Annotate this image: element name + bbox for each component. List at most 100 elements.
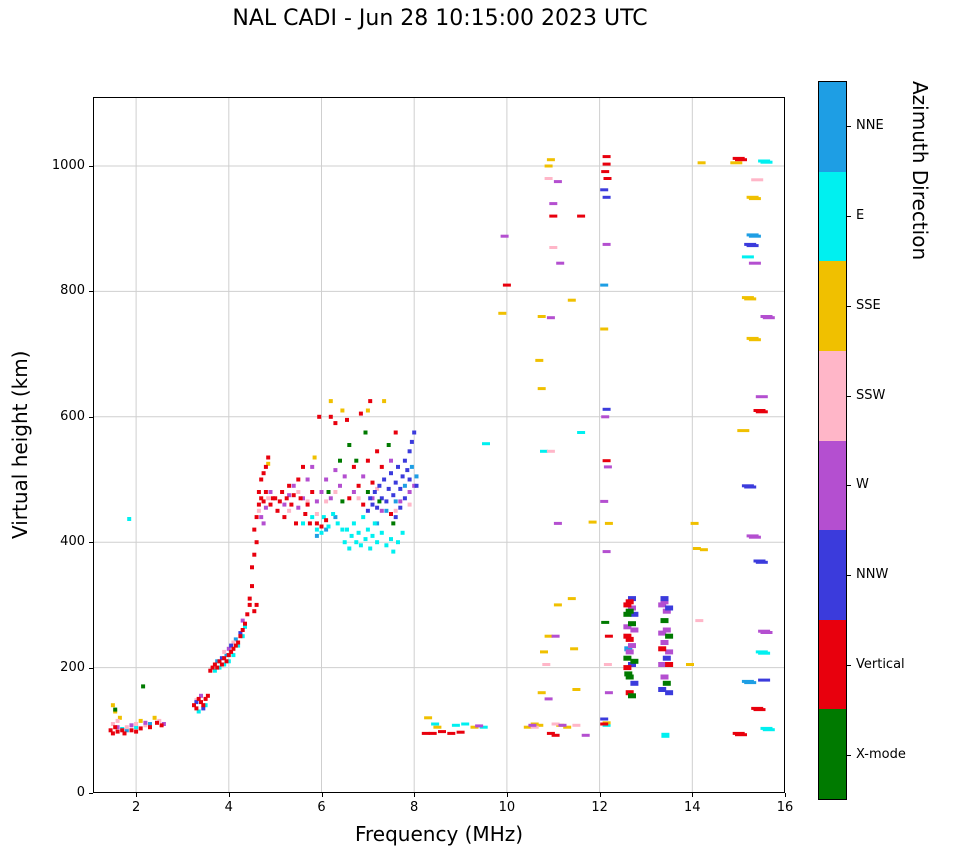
colorbar-segment-x-mode: [819, 709, 846, 799]
data-point-w: [581, 733, 590, 737]
data-point-ssw: [751, 178, 764, 182]
data-point-e: [134, 725, 139, 730]
data-point-sse: [523, 725, 532, 729]
colorbar-tick: [847, 305, 851, 307]
data-point-ssw: [407, 502, 412, 507]
data-point-vertical: [602, 162, 611, 166]
colorbar-label-vertical: Vertical: [856, 657, 905, 673]
data-point-w: [553, 521, 562, 525]
data-point-vertical: [129, 728, 134, 733]
y-tick-label: 0: [76, 785, 85, 800]
x-tick-mark: [599, 793, 601, 797]
data-point-vertical: [226, 653, 231, 658]
data-point-e: [400, 530, 405, 535]
data-point-vertical: [356, 483, 361, 488]
data-point-nnw: [755, 560, 768, 564]
data-point-sse: [424, 716, 433, 720]
data-point-nne: [600, 283, 609, 287]
data-point-w: [623, 624, 632, 630]
data-point-nnw: [602, 195, 611, 199]
data-point-vertical: [305, 502, 310, 507]
data-point-ssw: [157, 718, 162, 723]
data-point-w: [549, 202, 558, 206]
colorbar-segment-nne: [819, 82, 846, 172]
data-point-e: [661, 732, 670, 738]
data-point-nnw: [377, 483, 382, 488]
data-point-vertical: [370, 480, 375, 485]
data-point-sse: [365, 408, 370, 413]
data-point-nnw: [628, 662, 636, 667]
data-point-nne: [393, 499, 398, 504]
data-point-nnw: [398, 505, 403, 510]
data-point-nnw: [412, 430, 417, 435]
data-point-sse: [328, 399, 333, 404]
data-point-vertical: [289, 502, 294, 507]
data-point-sse: [498, 311, 507, 315]
data-point-vertical: [294, 521, 298, 526]
data-point-vertical: [502, 283, 511, 287]
data-point-nnw: [407, 477, 412, 482]
data-point-e: [361, 515, 366, 520]
data-point-x-mode: [665, 633, 674, 639]
data-point-sse: [697, 161, 706, 165]
plot-area: [93, 97, 785, 793]
data-point-x-mode: [625, 608, 634, 614]
data-point-x-mode: [630, 658, 639, 664]
data-point-ssw: [375, 486, 380, 491]
data-point-e: [222, 662, 227, 667]
data-point-vertical: [333, 421, 338, 426]
data-point-e: [240, 634, 245, 639]
data-point-e: [127, 517, 132, 521]
data-point-ssw: [143, 723, 148, 728]
data-point-vertical: [301, 464, 305, 469]
data-point-e: [226, 659, 231, 664]
data-point-w: [407, 490, 412, 494]
data-point-w: [296, 505, 301, 510]
data-point-nnw: [219, 656, 224, 661]
data-point-vertical: [113, 725, 118, 730]
data-point-w: [412, 483, 417, 488]
data-point-e: [577, 431, 586, 434]
data-point-vertical: [602, 459, 611, 463]
data-point-w: [601, 415, 610, 419]
data-point-vertical: [735, 733, 747, 737]
x-tick-label: 6: [317, 800, 326, 815]
data-point-nnw: [658, 687, 667, 692]
data-point-vertical: [233, 643, 238, 648]
data-point-vertical: [115, 729, 120, 734]
data-point-ssw: [530, 725, 539, 729]
data-point-ssw: [266, 496, 271, 501]
data-point-vertical: [603, 177, 612, 180]
data-point-w: [143, 720, 148, 725]
data-point-sse: [690, 521, 699, 525]
data-point-ssw: [549, 246, 558, 249]
data-point-ssw: [314, 512, 319, 516]
data-point-nne: [402, 483, 407, 488]
data-point-w: [199, 693, 203, 698]
data-point-e: [310, 515, 315, 520]
colorbar-tick: [847, 395, 851, 397]
data-point-vertical: [203, 696, 208, 701]
data-point-vertical: [273, 496, 278, 501]
data-point-x-mode: [354, 458, 359, 463]
colorbar-tick: [847, 665, 851, 667]
data-point-vertical: [287, 483, 292, 488]
data-point-vertical: [298, 496, 303, 501]
data-point-w: [351, 490, 356, 494]
x-tick-mark: [414, 793, 416, 797]
y-tick-mark: [89, 416, 93, 418]
data-point-e: [231, 653, 236, 658]
data-point-nnw: [746, 244, 759, 248]
data-point-vertical: [375, 449, 380, 454]
x-tick-label: 4: [224, 800, 233, 815]
data-point-w: [342, 474, 347, 479]
chart-title: NAL CADI - Jun 28 10:15:00 2023 UTC: [232, 6, 648, 31]
data-point-x-mode: [660, 618, 669, 624]
data-point-nne: [224, 653, 229, 658]
data-point-sse: [152, 715, 157, 720]
data-point-w: [748, 535, 761, 539]
data-point-vertical: [263, 490, 268, 494]
data-point-vertical: [243, 621, 247, 626]
colorbar-tick: [847, 755, 851, 757]
